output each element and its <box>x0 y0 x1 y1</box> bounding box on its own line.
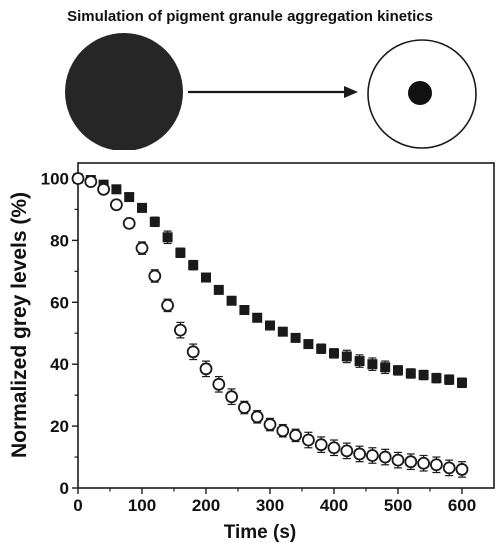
open-circle-point <box>199 362 213 376</box>
filled-square-point <box>277 326 288 337</box>
open-circle-point <box>110 198 123 212</box>
open-circle-point <box>263 418 277 431</box>
open-circle-point <box>148 269 162 283</box>
filled-square-point <box>137 202 147 213</box>
open-circle-point <box>250 410 264 424</box>
open-circle-point <box>173 323 187 337</box>
open-circle-point <box>417 456 431 470</box>
filled-square-point <box>393 365 403 376</box>
y-tick-label: 40 <box>50 355 69 374</box>
transition-arrow <box>188 86 358 98</box>
open-circle-point <box>186 345 200 359</box>
filled-square-point <box>405 368 416 379</box>
filled-square-point <box>175 247 186 258</box>
x-tick-label: 600 <box>448 496 476 515</box>
open-circle-point <box>97 182 110 196</box>
plot-frame <box>77 162 495 489</box>
open-circle-point <box>455 463 469 476</box>
filled-square-point <box>431 373 442 384</box>
axes: 0 100 200 300 400 500 600 0 20 40 60 80 100 <box>41 162 495 515</box>
open-circle-point <box>301 433 315 447</box>
x-tick-label: 200 <box>192 496 220 515</box>
filled-square-point <box>213 284 224 295</box>
filled-square-point <box>265 320 275 331</box>
open-circle-point <box>353 447 367 461</box>
x-tick-label: 100 <box>128 496 156 515</box>
open-circle-point <box>327 441 341 455</box>
x-tick-label: 300 <box>256 496 284 515</box>
open-circle-point <box>365 449 379 462</box>
filled-square-point <box>316 343 327 354</box>
open-circle-point <box>442 461 456 475</box>
open-circle-point <box>135 241 149 255</box>
aggregated-granule-dot <box>408 81 432 105</box>
filled-square-point <box>290 332 301 343</box>
filled-square-point <box>239 305 250 316</box>
filled-square-point <box>341 351 352 362</box>
open-circle-point <box>122 216 136 230</box>
aggregation-schematic <box>65 33 477 150</box>
open-circle-point <box>404 455 418 469</box>
filled-square-point <box>354 356 365 367</box>
filled-square-point <box>367 359 378 370</box>
chart-marks <box>71 172 469 478</box>
y-tick-label: 0 <box>60 479 69 498</box>
y-tick-label: 60 <box>50 293 69 312</box>
open-circle-point <box>391 453 405 467</box>
open-circle-point <box>225 390 239 404</box>
open-circle-point <box>237 401 251 414</box>
filled-square-point <box>188 260 199 271</box>
open-circle-point <box>71 172 85 185</box>
filled-square-point <box>124 192 135 203</box>
filled-square-point <box>226 295 237 306</box>
filled-square-point <box>329 348 339 359</box>
figure-title: Simulation of pigment granule aggregatio… <box>67 8 433 25</box>
y-tick-label: 80 <box>50 231 69 250</box>
open-circle-point <box>289 428 303 442</box>
open-circle-point <box>340 444 354 458</box>
open-circle-point <box>314 438 328 452</box>
y-axis-label: Normalized grey levels (%) <box>8 192 31 458</box>
filled-square-point <box>380 362 391 373</box>
x-tick-label: 500 <box>384 496 412 515</box>
open-circle-point <box>161 298 175 312</box>
open-circle-point <box>276 424 290 438</box>
filled-square-point <box>418 370 429 381</box>
filled-square-point <box>252 312 263 323</box>
filled-square-point <box>149 216 160 227</box>
x-tick-label: 400 <box>320 496 348 515</box>
filled-square-point <box>201 272 211 283</box>
open-circle-point <box>378 450 392 464</box>
open-circle-point <box>84 175 98 188</box>
x-tick-label: 0 <box>73 496 82 515</box>
filled-square-point <box>457 377 467 388</box>
y-tick-label: 20 <box>50 417 69 436</box>
open-circle-point <box>429 458 443 472</box>
y-tick-label: 100 <box>41 169 69 188</box>
filled-square-point <box>162 232 173 243</box>
filled-square-point <box>111 184 122 195</box>
x-axis-label: Time (s) <box>224 522 297 543</box>
filled-square-point <box>444 374 455 385</box>
filled-square-point <box>303 339 314 350</box>
dispersed-granule-disc <box>65 33 183 150</box>
open-circle-point <box>212 377 226 391</box>
